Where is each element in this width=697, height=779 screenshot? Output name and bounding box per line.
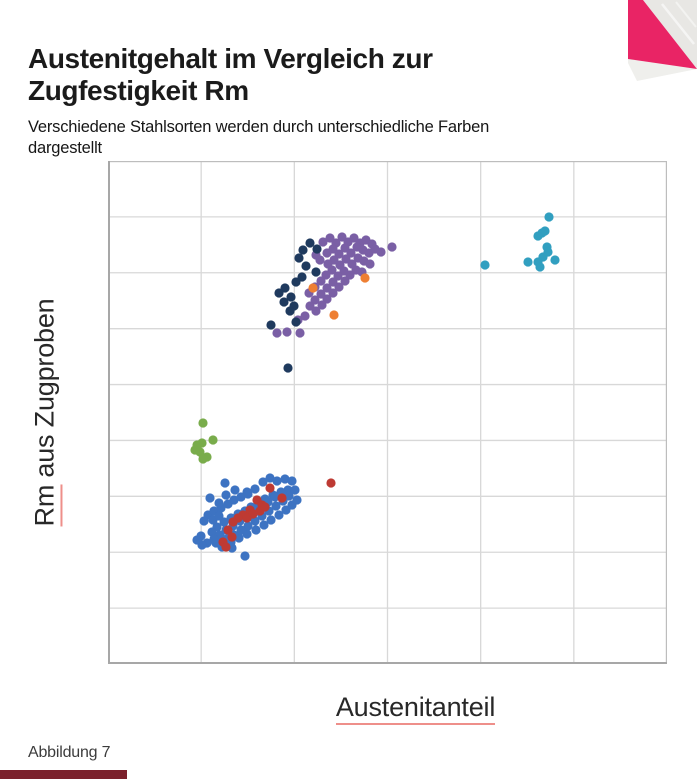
data-point-navy-steel	[286, 292, 296, 302]
data-point-cyan-steel	[480, 260, 490, 270]
data-point-green-steel	[195, 447, 205, 457]
data-point-blue-steel	[221, 490, 231, 500]
data-point-red-steel	[277, 493, 287, 503]
data-point-navy-steel	[279, 297, 289, 307]
corner-paper-streak	[661, 3, 695, 45]
data-point-blue-steel	[236, 525, 246, 535]
y-axis-label-rest: aus Zugproben	[29, 298, 60, 485]
data-point-navy-steel	[312, 244, 322, 254]
data-point-blue-steel	[250, 516, 260, 526]
data-point-green-steel	[208, 435, 218, 445]
data-point-blue-steel	[205, 493, 215, 503]
corner-paper-streak	[675, 1, 697, 28]
data-point-blue-steel	[214, 498, 224, 508]
x-axis-label-text: Austenitanteil	[335, 692, 495, 725]
data-point-blue-steel	[292, 495, 302, 505]
footer-accent-bar	[0, 770, 127, 779]
data-point-red-steel	[228, 517, 238, 527]
data-point-blue-steel	[272, 476, 282, 486]
data-point-cyan-steel	[535, 262, 545, 272]
data-point-orange-steel	[308, 283, 318, 293]
data-point-purple-steel	[387, 242, 397, 252]
data-point-blue-steel	[270, 492, 280, 502]
data-point-purple-steel	[272, 328, 282, 338]
data-point-navy-steel	[283, 363, 293, 373]
data-point-green-steel	[198, 454, 208, 464]
data-point-blue-steel	[229, 495, 239, 505]
data-point-blue-steel	[199, 516, 209, 526]
data-point-blue-steel	[243, 489, 253, 499]
data-point-purple-steel	[316, 276, 326, 286]
data-point-cyan-steel	[533, 231, 543, 241]
corner-fold-shadow	[628, 59, 697, 81]
data-point-navy-steel	[298, 245, 308, 255]
data-point-blue-steel	[230, 485, 240, 495]
data-point-orange-steel	[329, 310, 339, 320]
data-point-cyan-steel	[544, 212, 554, 222]
data-point-purple-steel	[317, 300, 327, 310]
data-point-navy-steel	[305, 238, 315, 248]
data-point-red-steel	[221, 542, 231, 552]
page-title: Austenitgehalt im Vergleich zur Zugfesti…	[28, 42, 433, 107]
data-point-cyan-steel	[550, 255, 560, 265]
data-point-blue-steel	[259, 520, 269, 530]
data-point-purple-steel	[311, 306, 321, 316]
data-point-navy-steel	[291, 317, 301, 327]
figure-caption: Abbildung 7	[28, 744, 111, 761]
scatter-plot-area	[108, 161, 667, 664]
data-point-purple-steel	[318, 237, 328, 247]
data-point-blue-steel	[290, 485, 300, 495]
data-point-navy-steel	[285, 306, 295, 316]
data-point-red-steel	[326, 478, 336, 488]
data-point-blue-steel	[258, 477, 268, 487]
scatter-plot-svg	[108, 161, 667, 664]
page-subtitle: Verschiedene Stahlsorten werden durch un…	[28, 117, 490, 157]
data-point-navy-steel	[266, 320, 276, 330]
data-point-green-steel	[198, 418, 208, 428]
data-point-blue-steel	[207, 527, 217, 537]
data-point-purple-steel	[295, 328, 305, 338]
data-point-blue-steel	[240, 551, 250, 561]
data-point-red-steel	[265, 483, 275, 493]
data-point-purple-steel	[300, 311, 310, 321]
data-point-blue-steel	[271, 501, 281, 511]
data-point-purple-steel	[376, 247, 386, 257]
data-point-blue-steel	[243, 521, 253, 531]
data-point-red-steel	[227, 532, 237, 542]
data-point-blue-steel	[192, 535, 202, 545]
data-point-blue-steel	[274, 510, 284, 520]
data-point-purple-steel	[328, 288, 338, 298]
data-point-blue-steel	[280, 474, 290, 484]
data-point-blue-steel	[236, 492, 246, 502]
page-corner-fold-graphic	[628, 0, 697, 81]
data-point-blue-steel	[251, 525, 261, 535]
y-axis-underlined-word: Rm	[29, 484, 63, 527]
data-point-blue-steel	[209, 534, 219, 544]
data-point-navy-steel	[294, 253, 304, 263]
data-point-red-steel	[248, 509, 258, 519]
data-point-purple-steel	[365, 259, 375, 269]
data-point-blue-steel	[287, 476, 297, 486]
data-point-navy-steel	[301, 261, 311, 271]
data-point-purple-steel	[340, 276, 350, 286]
data-point-blue-steel	[214, 511, 224, 521]
data-point-blue-steel	[265, 473, 275, 483]
corner-pink-triangle	[628, 0, 697, 69]
data-point-purple-steel	[282, 327, 292, 337]
data-point-blue-steel	[220, 478, 230, 488]
data-point-purple-steel	[322, 248, 332, 258]
data-point-blue-steel	[266, 515, 276, 525]
data-point-orange-steel	[360, 273, 370, 283]
data-point-cyan-steel	[523, 257, 533, 267]
data-point-navy-steel	[311, 267, 321, 277]
y-axis-label: Rm aus Zugproben	[0, 161, 90, 664]
data-point-red-steel	[260, 502, 270, 512]
y-axis-label-text: Rm aus Zugproben	[29, 298, 63, 527]
data-point-purple-steel	[334, 282, 344, 292]
data-point-navy-steel	[274, 288, 284, 298]
data-point-red-steel	[223, 525, 233, 535]
data-point-navy-steel	[291, 277, 301, 287]
x-axis-label: Austenitanteil	[136, 692, 695, 725]
data-point-blue-steel	[250, 484, 260, 494]
